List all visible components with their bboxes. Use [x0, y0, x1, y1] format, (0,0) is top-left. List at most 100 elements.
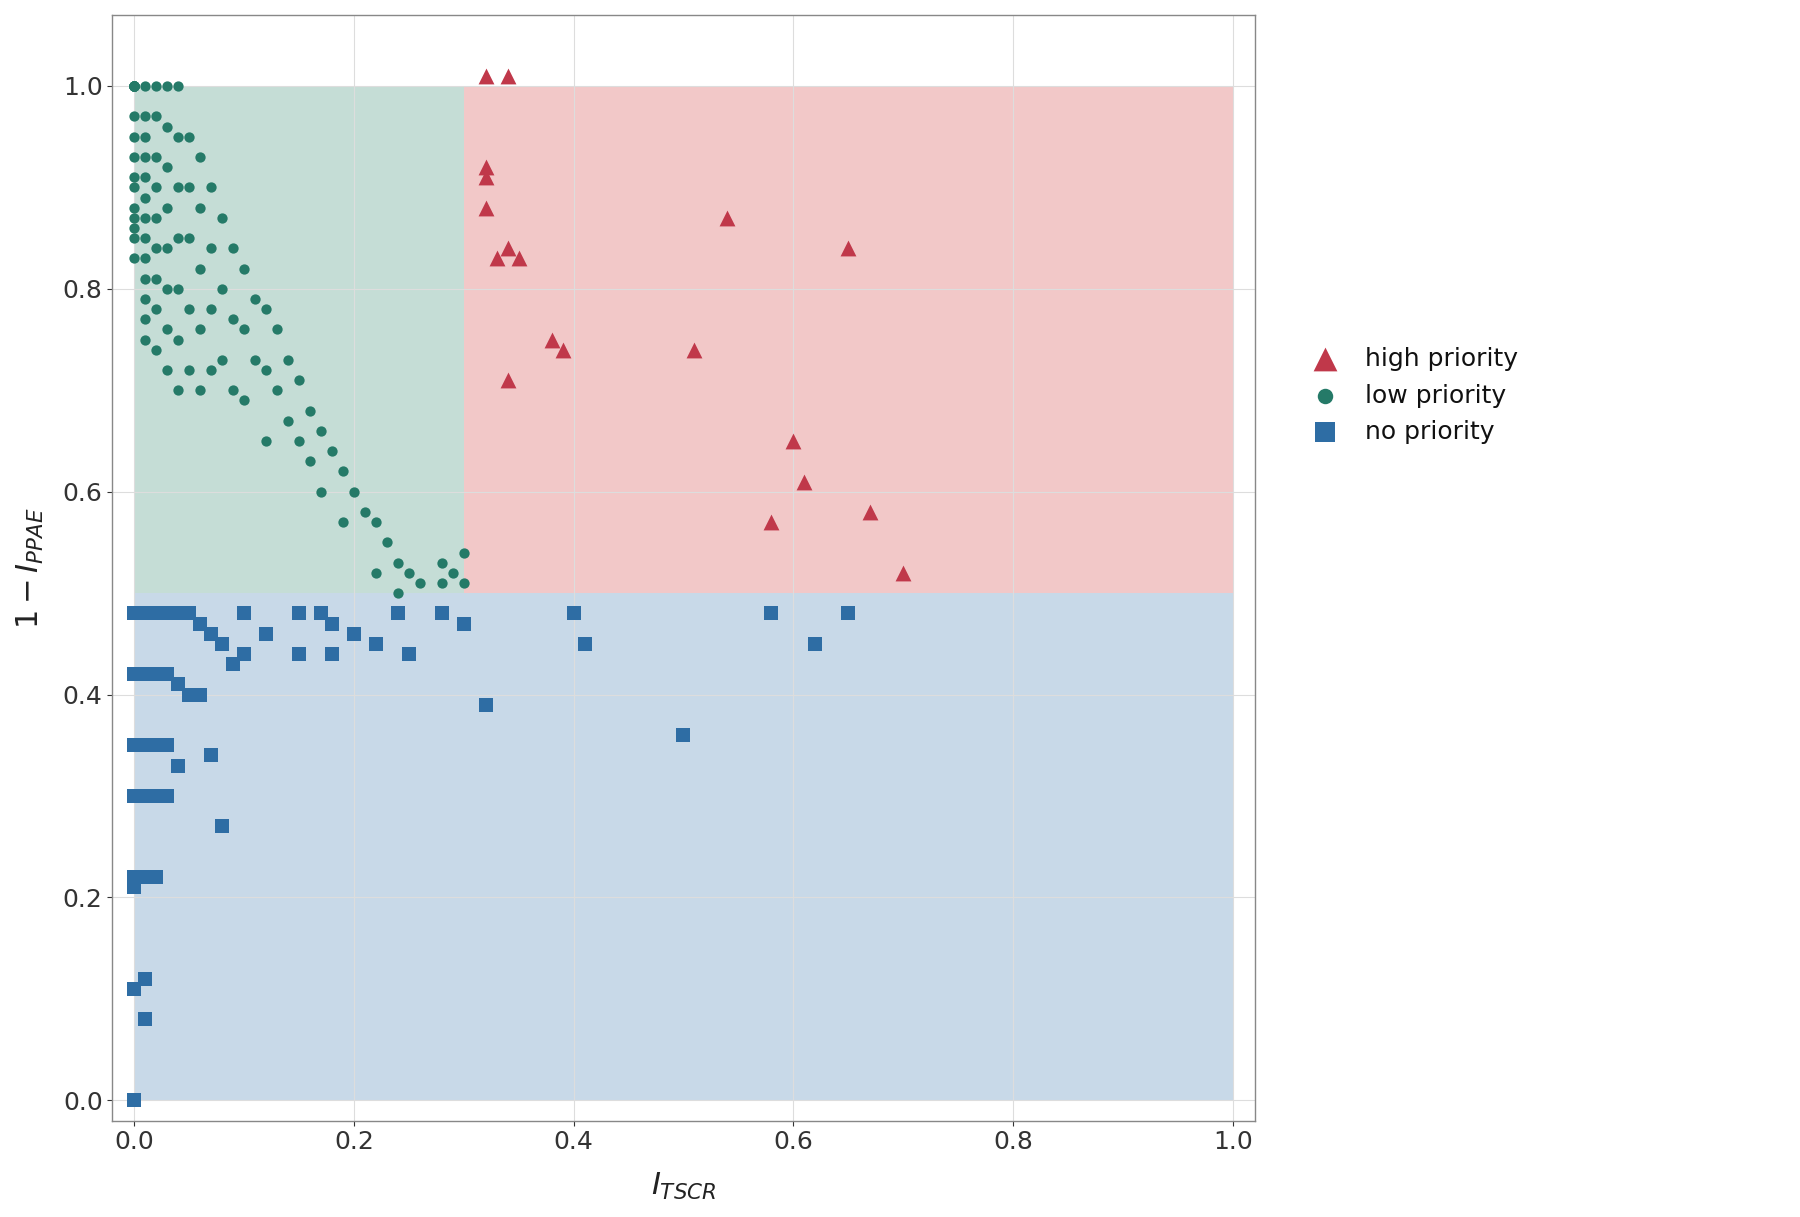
low priority [121, 218, 149, 237]
no priority [427, 604, 455, 623]
no priority [153, 604, 182, 623]
low priority [230, 320, 259, 340]
low priority [142, 107, 171, 127]
no priority [121, 1090, 149, 1110]
low priority [175, 127, 203, 146]
low priority [153, 279, 182, 298]
low priority [185, 198, 214, 218]
low priority [274, 350, 302, 370]
no priority [306, 604, 335, 623]
Bar [135, 86, 464, 593]
low priority [351, 503, 380, 522]
high priority [536, 330, 565, 349]
low priority [121, 168, 149, 187]
low priority [340, 482, 369, 501]
low priority [121, 127, 149, 146]
no priority [284, 644, 313, 663]
low priority [274, 411, 302, 431]
low priority [306, 482, 335, 501]
high priority [472, 198, 500, 218]
no priority [131, 604, 160, 623]
low priority [121, 77, 149, 96]
no priority [121, 868, 149, 887]
no priority [131, 786, 160, 806]
low priority [131, 309, 160, 329]
low priority [153, 157, 182, 176]
low priority [153, 360, 182, 380]
low priority [383, 553, 412, 572]
no priority [121, 978, 149, 998]
low priority [131, 269, 160, 288]
high priority [472, 168, 500, 187]
low priority [207, 350, 236, 370]
no priority [472, 695, 500, 714]
no priority [317, 644, 346, 663]
no priority [362, 634, 391, 654]
low priority [142, 299, 171, 319]
high priority [472, 66, 500, 85]
low priority [394, 563, 423, 583]
low priority [329, 512, 358, 532]
no priority [142, 664, 171, 684]
no priority [131, 969, 160, 988]
low priority [121, 77, 149, 96]
no priority [450, 613, 479, 633]
no priority [131, 664, 160, 684]
no priority [383, 604, 412, 623]
no priority [571, 634, 599, 654]
low priority [405, 573, 434, 593]
no priority [560, 604, 589, 623]
low priority [175, 360, 203, 380]
low priority [121, 77, 149, 96]
no priority [207, 634, 236, 654]
low priority [164, 330, 193, 349]
low priority [252, 431, 281, 450]
low priority [196, 299, 225, 319]
low priority [131, 208, 160, 228]
high priority [889, 563, 918, 583]
low priority [121, 208, 149, 228]
low priority [131, 248, 160, 268]
low priority [185, 147, 214, 167]
low priority [142, 208, 171, 228]
no priority [164, 756, 193, 775]
low priority [252, 299, 281, 319]
low priority [131, 330, 160, 349]
low priority [185, 320, 214, 340]
low priority [241, 290, 270, 309]
high priority [504, 248, 533, 268]
low priority [220, 239, 248, 258]
no priority [230, 644, 259, 663]
low priority [142, 269, 171, 288]
Legend: high priority, low priority, no priority: high priority, low priority, no priority [1291, 337, 1528, 454]
low priority [220, 381, 248, 400]
low priority [164, 178, 193, 197]
high priority [790, 472, 819, 492]
no priority [142, 604, 171, 623]
low priority [317, 442, 346, 461]
low priority [263, 381, 292, 400]
low priority [263, 320, 292, 340]
low priority [153, 117, 182, 136]
no priority [142, 735, 171, 755]
low priority [164, 279, 193, 298]
low priority [175, 178, 203, 197]
low priority [121, 77, 149, 96]
no priority [196, 624, 225, 644]
high priority [482, 248, 511, 268]
low priority [131, 147, 160, 167]
no priority [164, 604, 193, 623]
low priority [153, 320, 182, 340]
no priority [394, 644, 423, 663]
low priority [121, 77, 149, 96]
no priority [121, 786, 149, 806]
low priority [131, 107, 160, 127]
low priority [121, 107, 149, 127]
low priority [142, 147, 171, 167]
Bar [464, 86, 1233, 593]
low priority [427, 553, 455, 572]
no priority [121, 664, 149, 684]
low priority [196, 178, 225, 197]
high priority [713, 208, 742, 228]
high priority [472, 157, 500, 176]
